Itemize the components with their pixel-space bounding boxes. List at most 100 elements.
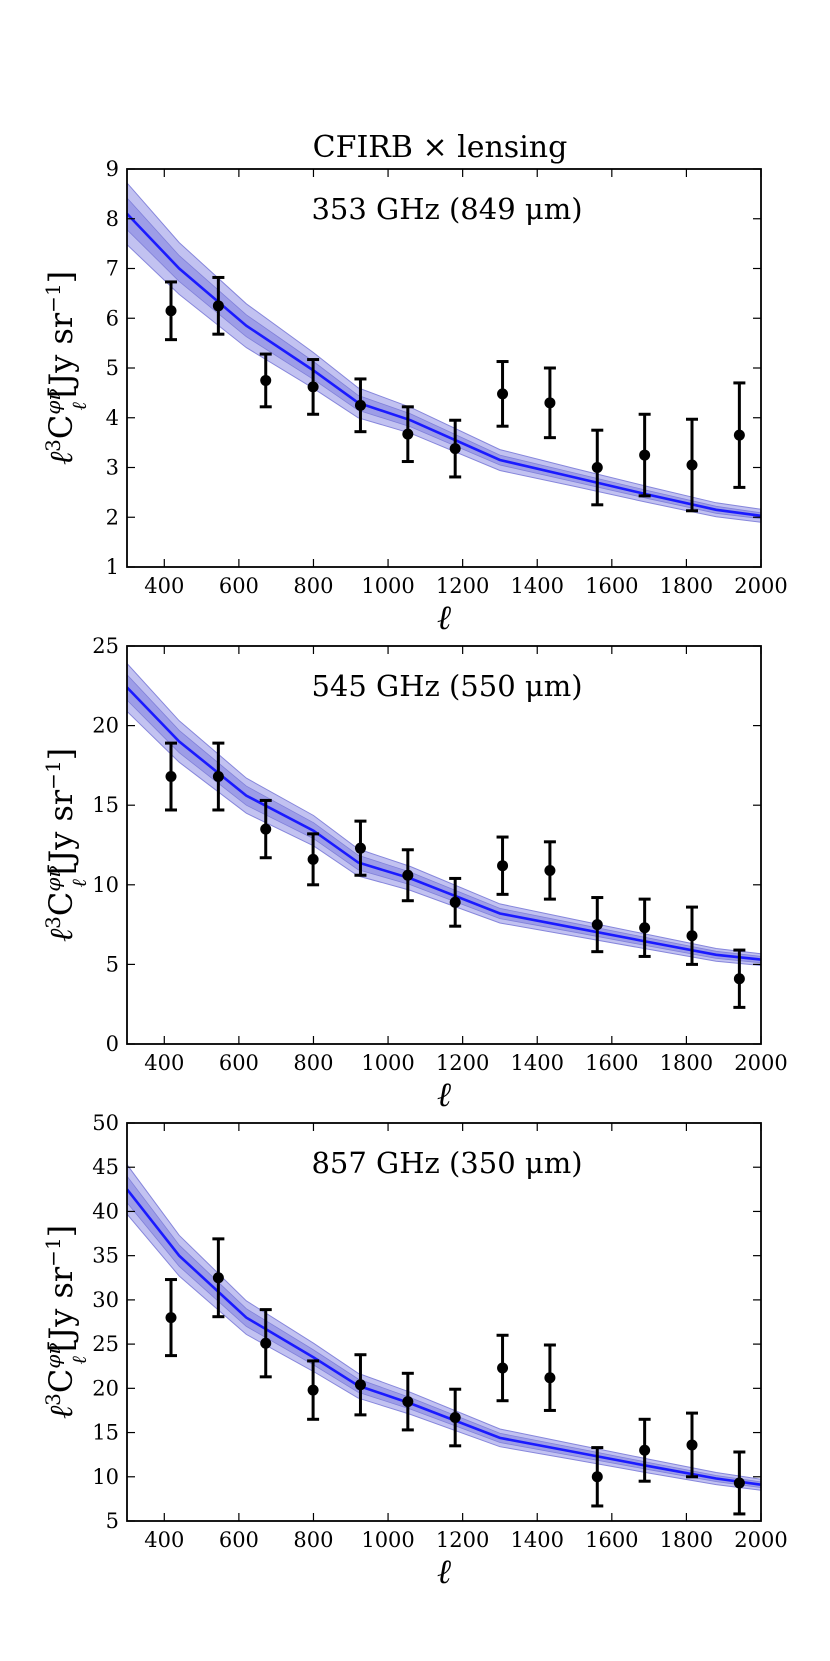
data-point-group [354,377,367,434]
y-axis-label-part: [Jy sr [42,312,80,398]
x-tick-label: 1200 [436,1528,489,1552]
y-tick-label: 35 [92,1244,119,1268]
y-tick-label: 5 [106,952,119,976]
y-axis-label-part: 3 [41,439,65,452]
y-tick-label: 20 [92,714,119,738]
y-axis-label-part: C [42,415,80,439]
data-point [307,381,319,393]
y-tick-label: 50 [92,1111,119,1135]
data-point [212,771,224,783]
data-point-group [591,896,604,954]
x-tick-label: 1800 [660,1528,713,1552]
data-point [402,869,414,881]
data-point [733,1477,745,1489]
y-axis-label-part: ] [42,748,80,760]
data-point [354,842,366,854]
y-axis-label: ℓ3Cφν ℓ[Jy sr−1] [41,748,91,942]
x-tick-label: 400 [144,1051,184,1075]
x-tick-label: 1600 [585,1528,638,1552]
data-point [449,896,461,908]
y-tick-label: 25 [92,634,119,658]
x-tick-label: 1200 [436,574,489,598]
data-point-group [638,897,651,958]
model-band-outer [127,182,761,523]
y-axis-label-part: [Jy sr [42,1266,80,1352]
y-tick-label: 5 [106,356,119,380]
data-point [165,771,177,783]
y-axis-label-part: φν [41,865,65,891]
data-point [639,922,651,934]
y-tick-label: 7 [106,257,119,281]
data-point [212,300,224,312]
data-point-group [307,358,320,416]
y-axis-label-part: φν [41,388,65,414]
panels: 400 600 800 1000 1200 1400 1600 1800 20001234567… [41,157,788,1592]
model-band-inner [127,197,761,520]
y-axis-label-part: ] [42,1225,80,1237]
x-tick-label: 600 [219,1528,259,1552]
data-point [733,429,745,441]
y-tick-label: 8 [106,207,119,231]
y-axis-label: ℓ3Cφν ℓ[Jy sr−1] [41,1225,91,1419]
model-line [127,686,761,961]
y-tick-label: 4 [106,406,119,430]
x-tick-label: 2000 [734,1051,787,1075]
model-line [127,1188,761,1486]
y-tick-label: 3 [106,456,119,480]
data-point [733,973,745,985]
data-point-group [401,1371,414,1432]
y-tick-label: 30 [92,1288,119,1312]
model-band-inner [127,674,761,964]
data-point [260,1337,272,1349]
data-point-group [259,1308,272,1379]
data-point-group [543,840,556,901]
data-point-group [449,1387,462,1448]
y-tick-label: 2 [106,505,119,529]
model-band-group [127,662,761,967]
data-point-group [165,280,178,342]
y-tick-label: 20 [92,1376,119,1400]
data-point-group [638,412,651,498]
y-axis-label-part: ℓ [42,451,80,465]
axes-frame [126,645,762,1045]
data-point [686,459,698,471]
y-tick-label: 15 [92,793,119,817]
data-point [307,1384,319,1396]
x-axis-label: ℓ [437,598,451,638]
x-tick-label: 400 [144,574,184,598]
panel-frequency-label: 353 GHz (849 μm) [311,192,582,226]
data-point-group [259,352,272,409]
chart-panel-2: 400 600 800 1000 1200 1400 1600 1800 2000 0 5 10 15 2… [41,634,788,1115]
data-point [544,397,556,409]
y-axis-label-part: ℓ [67,878,91,887]
data-point [354,399,366,411]
data-point-group [686,1411,699,1479]
data-point-group [212,275,225,336]
model-band-group [127,182,761,523]
data-point-group [354,819,367,877]
y-axis-label-part: ℓ [42,928,80,942]
data-point-group [212,1237,225,1319]
y-axis-label-part: φν [41,1342,65,1368]
data-point-group [496,360,509,428]
x-axis-label: ℓ [437,1075,451,1115]
y-tick-label: 25 [92,1332,119,1356]
x-tick-label: 400 [144,1528,184,1552]
y-axis-label: ℓ3Cφν ℓ[Jy sr−1] [41,271,91,465]
data-point-group [591,428,604,507]
y-axis-label-part: −1 [41,760,65,789]
model-line [127,212,761,518]
x-tick-label: 1400 [511,1051,564,1075]
data-point-group [449,418,462,479]
y-tick-label: 10 [92,1465,119,1489]
data-point-group [496,1333,509,1403]
data-point-group [686,905,699,966]
panel-frequency-label: 545 GHz (550 μm) [311,669,582,703]
data-point [165,1312,177,1324]
data-point-group [638,1417,651,1483]
chart-panel-3: 400 600 800 1000 1200 1400 1600 1800 2000 5 10 15 20… [41,1111,788,1592]
data-point [544,1372,556,1384]
y-axis-label-part: [Jy sr [42,789,80,875]
data-point [686,930,698,942]
y-tick-label: 40 [92,1199,119,1223]
